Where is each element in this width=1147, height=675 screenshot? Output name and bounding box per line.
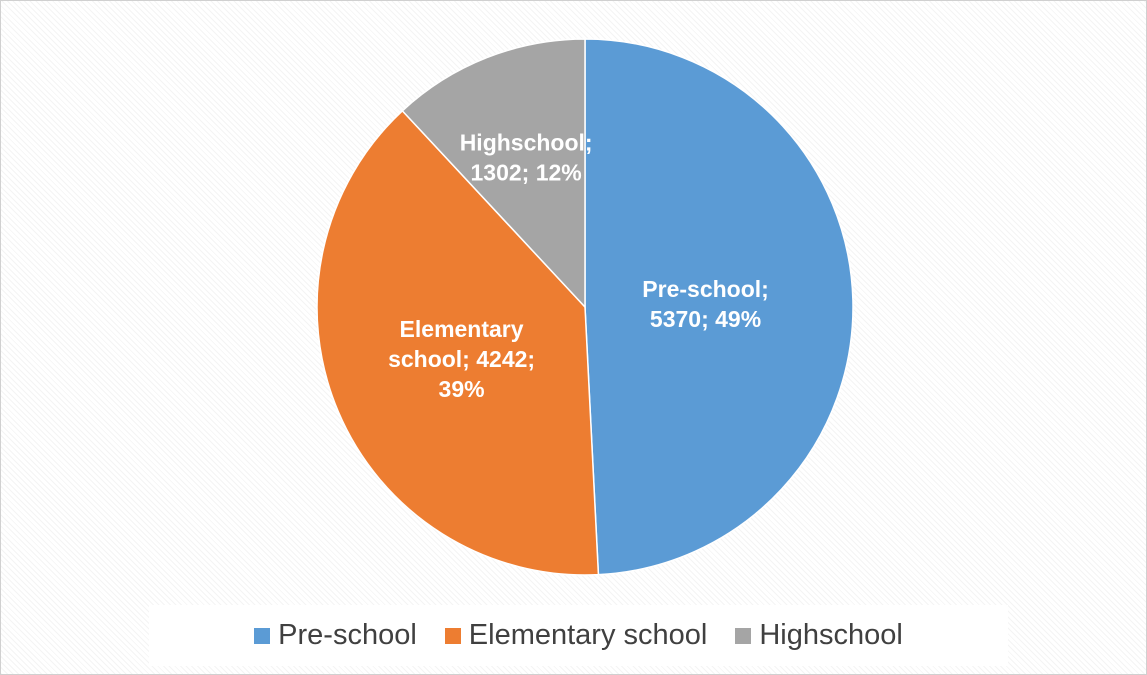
data-label-pre-school: Pre-school; 5370; 49%	[642, 276, 769, 332]
legend-item-highschool: Highschool	[735, 619, 903, 652]
legend-label-elementary-school: Elementary school	[468, 619, 708, 651]
legend-label-pre-school: Pre-school	[278, 619, 417, 651]
legend-swatch-pre-school	[254, 627, 271, 644]
data-label-elementary-school: Elementary school; 4242; 39%	[388, 316, 535, 402]
legend-swatch-elementary-school	[444, 627, 461, 644]
pie-slice-pre-school	[584, 38, 854, 576]
legend-item-pre-school: Pre-school	[254, 619, 417, 652]
legend-swatch-highschool	[735, 627, 752, 644]
legend: Pre-school Elementary school Highschool	[149, 605, 1008, 666]
legend-label-highschool: Highschool	[759, 619, 903, 651]
pie-slice-elementary-school	[316, 109, 600, 576]
data-label-highschool: Highschool; 1302; 12%	[460, 129, 593, 185]
pie-slice-highschool	[401, 38, 586, 309]
legend-item-elementary-school: Elementary school	[444, 619, 708, 652]
